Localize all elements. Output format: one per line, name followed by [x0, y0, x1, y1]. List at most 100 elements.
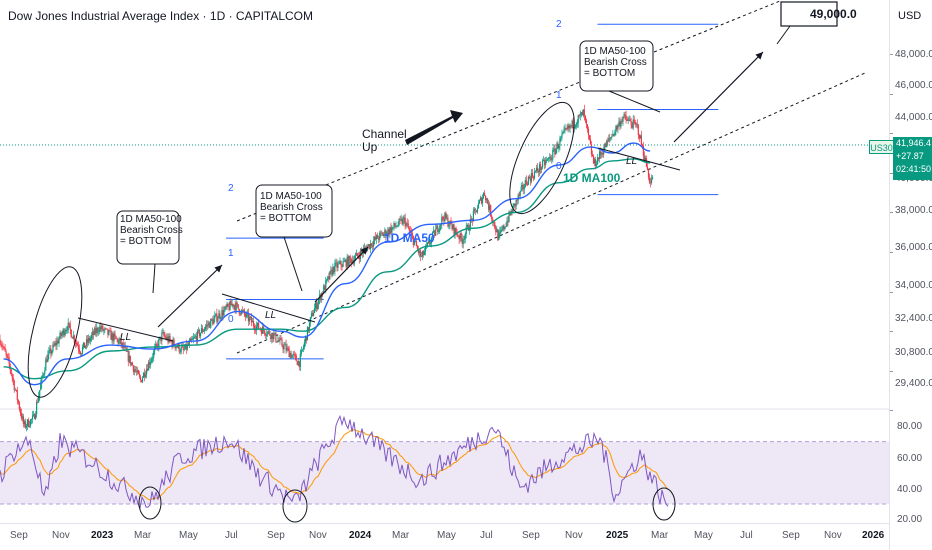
candle-body [320, 294, 322, 300]
rsi-oversold-circle[interactable] [652, 487, 676, 521]
channel-lines[interactable] [236, 0, 866, 354]
callout-box[interactable] [116, 210, 180, 265]
projection-arrow[interactable] [157, 264, 223, 328]
candle-body [421, 251, 424, 257]
candle-body [139, 376, 142, 381]
candle-body [433, 230, 435, 233]
candle-body [337, 263, 339, 268]
candle-body [219, 313, 221, 319]
ll-line[interactable] [597, 147, 681, 171]
rsi-oversold-circle[interactable] [138, 486, 162, 520]
candle-body [34, 414, 36, 419]
x-tick-label: Nov [309, 530, 327, 541]
candle-body [496, 229, 498, 233]
rsi-oversold-circle[interactable] [282, 489, 308, 523]
candle-body [92, 331, 94, 336]
candle-body [12, 377, 14, 381]
candle-body [419, 250, 422, 257]
candle-body [138, 373, 141, 377]
candle-body [472, 211, 474, 222]
candle-body [420, 256, 423, 257]
candle-body [602, 153, 604, 155]
candle-body [4, 347, 6, 352]
candle-body [102, 325, 104, 331]
candle-body [98, 331, 100, 333]
y-tick-mark [890, 252, 893, 253]
candle-body [500, 229, 502, 232]
candle-body [624, 114, 626, 116]
y-tick-mark [890, 331, 893, 333]
ll-line[interactable] [221, 293, 316, 323]
candle-body [549, 156, 551, 158]
channel-bottom-line[interactable] [236, 72, 866, 354]
candle-body [648, 177, 651, 183]
ll-line[interactable] [77, 317, 174, 342]
candle-body [494, 222, 496, 229]
currency-label[interactable]: USD [898, 10, 922, 22]
highlight-ellipse[interactable] [497, 94, 588, 222]
candle-body [581, 112, 583, 116]
annotation-line: Bearish Cross [120, 225, 183, 236]
channel-top-line[interactable] [236, 0, 781, 222]
candle-body [37, 402, 39, 403]
candle-body [568, 125, 570, 129]
candle-body [551, 159, 553, 161]
candle-body [582, 109, 584, 116]
candle-body [142, 372, 145, 378]
candle-body [210, 319, 212, 328]
candle-body [292, 353, 294, 356]
candle-body [130, 362, 132, 365]
candle-body [563, 129, 565, 132]
drawings[interactable] [17, 1, 838, 523]
candle-body [50, 348, 52, 355]
candle-body [650, 178, 653, 184]
candle-body [227, 303, 229, 307]
candle-body [35, 414, 37, 419]
candle-body [605, 143, 607, 148]
candle-body [269, 330, 271, 336]
candle-body [417, 248, 420, 253]
candle-body [336, 262, 338, 268]
candle-body [431, 237, 433, 243]
candle-body [643, 156, 646, 162]
candle-body [501, 229, 503, 231]
candle-body [64, 331, 66, 336]
candle-body [592, 156, 595, 164]
candle-body [274, 332, 276, 335]
candle-body [86, 339, 89, 343]
candle-body [247, 313, 250, 322]
candle-body [464, 233, 466, 240]
candle-body [465, 226, 467, 234]
candle-body [290, 353, 292, 358]
candle-body [513, 203, 515, 206]
candle-body [612, 134, 614, 137]
candle-body [205, 326, 207, 329]
projection-arrow[interactable] [673, 51, 764, 143]
candle-body [207, 324, 209, 326]
candle-body [104, 328, 106, 330]
candle-body [71, 337, 73, 339]
fib-levels[interactable] [226, 23, 719, 360]
candle-body [339, 261, 341, 264]
candle-body [63, 329, 65, 336]
highlight-ellipse[interactable] [17, 262, 92, 403]
target-box[interactable] [780, 1, 838, 27]
x-tick-label: 2025 [606, 530, 629, 541]
candle-body [151, 358, 153, 362]
candle-body [275, 332, 277, 342]
candle-body [300, 350, 302, 354]
candle-body [298, 361, 300, 367]
ll-label-3: LL [626, 156, 638, 167]
candle-body [470, 218, 472, 220]
callout-box[interactable] [579, 40, 654, 92]
callout-box[interactable] [255, 184, 333, 238]
candle-body [584, 115, 586, 120]
candle-body [587, 128, 590, 136]
candle-body [378, 238, 380, 240]
candle-body [145, 368, 148, 375]
candle-body [132, 365, 134, 372]
candle-body [572, 120, 574, 129]
projection-arrow[interactable] [314, 246, 369, 303]
candle-body [195, 336, 198, 342]
